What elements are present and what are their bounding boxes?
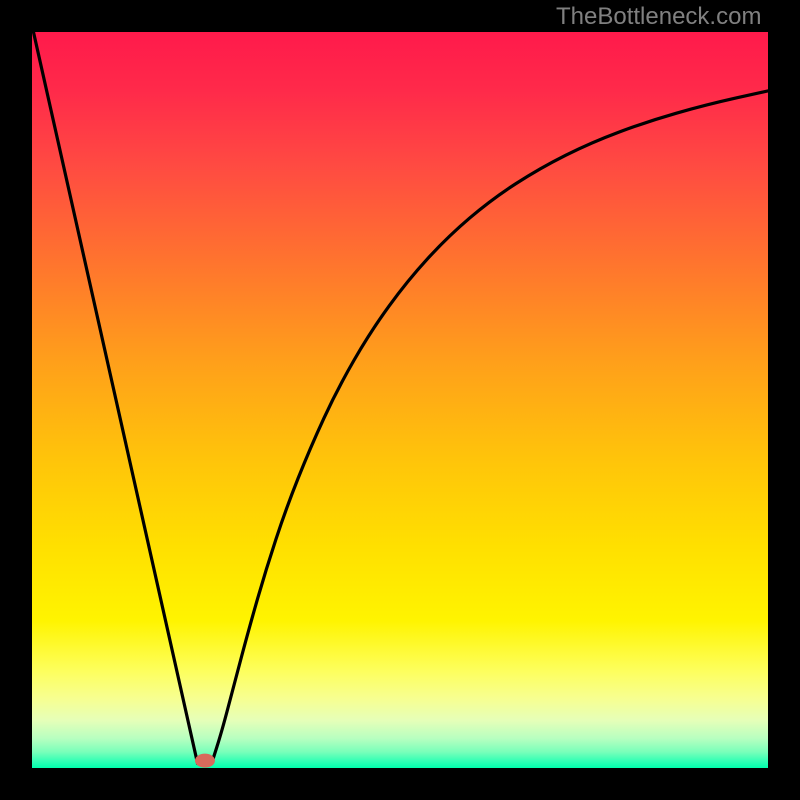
watermark-text: TheBottleneck.com (556, 3, 761, 31)
chart-stage: TheBottleneck.com (0, 0, 800, 800)
plot-area (32, 32, 768, 768)
optimal-point-marker (195, 754, 215, 768)
bottleneck-curve (33, 32, 768, 764)
curve-layer (32, 32, 768, 768)
